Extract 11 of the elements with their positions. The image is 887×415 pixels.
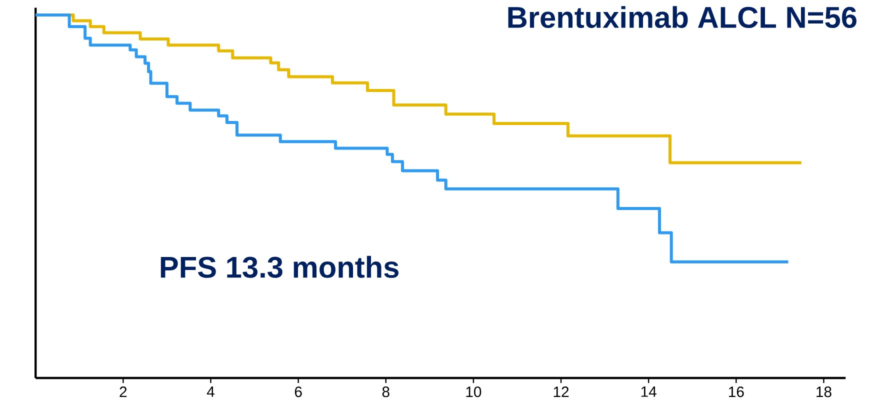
chart-title: Brentuximab ALCL N=56 — [508, 6, 856, 28]
x-tick-label: 4 — [206, 386, 214, 397]
x-tick-label: 2 — [120, 386, 127, 397]
annotation: PFS 13.3 months — [160, 256, 398, 278]
x-tick-label: 10 — [466, 386, 482, 398]
x-tick-label: 8 — [382, 386, 390, 398]
x-tick-label: 18 — [816, 386, 832, 398]
x-tick-label: 6 — [294, 386, 302, 398]
x-tick-label: 16 — [728, 386, 744, 398]
x-tick-label: 12 — [554, 386, 569, 397]
x-tick-label: 14 — [641, 386, 656, 397]
